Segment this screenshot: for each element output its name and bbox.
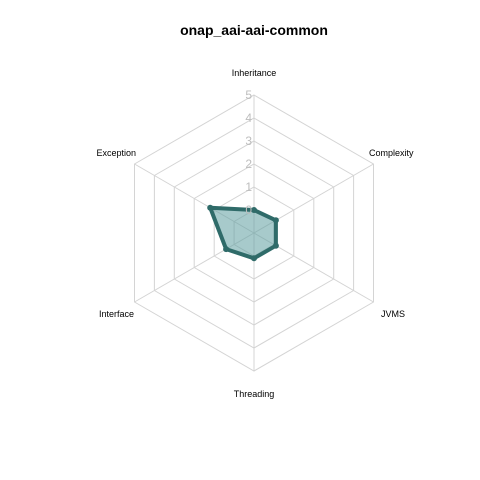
tick-label: 3	[245, 134, 252, 148]
data-point-jvms	[272, 242, 279, 249]
tick-label: 5	[245, 88, 252, 102]
data-point-inheritance	[251, 207, 257, 213]
axis-label-jvms: JVMS	[381, 309, 405, 319]
data-point-threading	[251, 255, 257, 262]
axis-label-exception: Exception	[96, 148, 136, 158]
axis-label-interface: Interface	[99, 309, 134, 319]
data-point-exception	[207, 204, 214, 211]
tick-label: 0	[245, 203, 252, 217]
tick-label: 2	[245, 157, 252, 171]
data-point-interface	[223, 246, 230, 253]
axis-label-complexity: Complexity	[369, 148, 414, 158]
axis-label-inheritance: Inheritance	[232, 68, 277, 78]
axis-label-threading: Threading	[234, 389, 275, 399]
series-layer	[207, 204, 279, 262]
series-area	[208, 205, 278, 261]
tick-labels: 0 1 2 3 4 5	[245, 88, 252, 217]
axis-labels: Inheritance Complexity JVMS Threading In…	[96, 68, 414, 399]
data-point-complexity	[272, 217, 279, 224]
tick-label: 1	[245, 180, 252, 194]
tick-label: 4	[245, 111, 252, 125]
chart-title: onap_aai-aai-common	[180, 22, 328, 38]
